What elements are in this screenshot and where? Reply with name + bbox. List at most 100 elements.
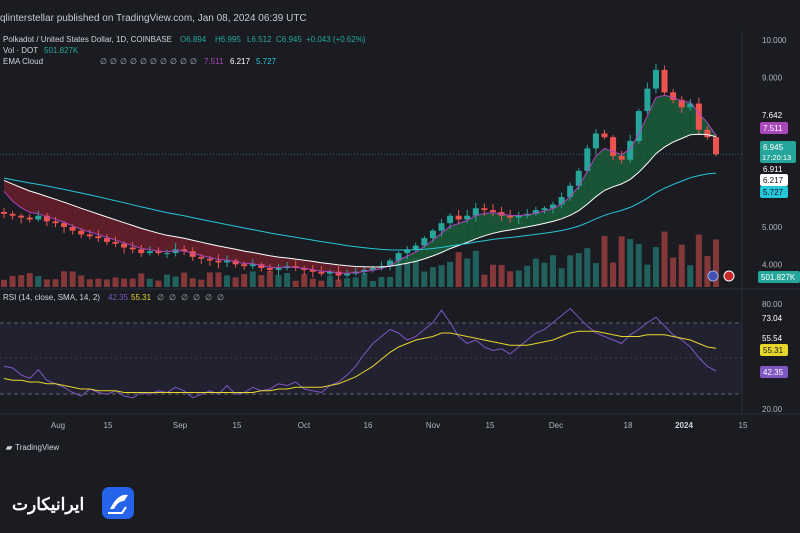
cloud-bear-segment	[64, 202, 73, 226]
cloud-bear-segment	[304, 260, 313, 270]
cloud-bull-segment	[527, 212, 536, 227]
cloud-bear-segment	[55, 199, 65, 223]
event-icon[interactable]	[707, 270, 719, 282]
candle-body	[78, 230, 85, 235]
cloud-bear-segment	[124, 222, 133, 246]
symbol-title[interactable]: Polkadot / United States Dollar, 1D, COI…	[3, 35, 172, 44]
cloud-bear-segment	[89, 211, 99, 235]
cloud-bear-segment	[72, 205, 82, 230]
volume-bar	[258, 275, 265, 287]
candle-body	[163, 253, 170, 255]
volume-bar	[592, 263, 599, 287]
candle-body	[189, 251, 196, 257]
volume-bar	[146, 278, 153, 287]
volume-bar	[61, 271, 68, 287]
cloud-bear-segment	[244, 251, 253, 264]
volume-bar	[309, 278, 316, 287]
ema-cloud-label[interactable]: EMA Cloud	[3, 57, 43, 66]
ema-input-glyph: ∅	[170, 57, 177, 66]
rsi-sma-value: 55.31	[131, 293, 152, 302]
cloud-bear-segment	[81, 208, 90, 233]
candle-body	[515, 215, 522, 218]
candle-body	[198, 256, 205, 259]
volume-bar	[575, 253, 582, 287]
volume-bar	[489, 264, 496, 287]
candle-body	[412, 245, 419, 250]
tradingview-brand[interactable]: ▰ TradingView	[6, 443, 59, 452]
ema-input-glyph: ∅	[110, 57, 117, 66]
volume-bar	[618, 236, 625, 287]
candle-body	[541, 208, 548, 211]
volume-bar	[352, 277, 359, 287]
candle-body	[309, 269, 316, 272]
main-legend[interactable]: Polkadot / United States Dollar, 1D, COI…	[3, 35, 366, 66]
rsi-axis[interactable]: 80.00 20.00 73.04 55.54 55.31 42.35	[760, 300, 788, 414]
candle-body	[103, 238, 110, 242]
cloud-bear-segment	[141, 228, 150, 250]
chart-canvas[interactable]: Polkadot / United States Dollar, 1D, COI…	[0, 0, 800, 436]
candle-body	[404, 249, 411, 254]
time-label: 2024	[675, 421, 693, 430]
cloud-bear-segment	[106, 216, 116, 240]
time-label: 15	[233, 421, 242, 430]
rsi-legend[interactable]: RSI (14, close, SMA, 14, 2) 42.35 55.31 …	[3, 293, 224, 302]
rsi-badge-5531: 55.31	[763, 346, 784, 355]
volume-bar	[335, 279, 342, 287]
cloud-bull-segment	[518, 214, 528, 229]
volume-bar	[318, 280, 325, 287]
volume-bar	[69, 271, 76, 287]
volume-bar	[678, 244, 685, 287]
candle-body	[712, 137, 720, 155]
volume-bar	[138, 273, 145, 287]
cloud-bull-segment	[475, 213, 485, 239]
volume-bar	[266, 271, 273, 287]
cloud-bull-segment	[501, 213, 511, 232]
badge-6217: 6.217	[763, 176, 784, 185]
volume-bar	[412, 258, 419, 287]
volume-bar	[567, 255, 574, 287]
rsi-pane[interactable]	[0, 290, 742, 414]
flag-icon[interactable]	[723, 270, 735, 282]
candle-body	[429, 230, 436, 239]
rsi-badge-5531-bg	[760, 344, 788, 356]
volume-bar	[627, 239, 634, 287]
candle-body	[575, 170, 582, 186]
volume-bar	[670, 257, 677, 287]
volume-bar	[189, 278, 196, 287]
iranicard-logo-text: ایرانیکارت	[12, 495, 84, 515]
cloud-bear-segment	[38, 193, 47, 217]
candle-body	[121, 243, 128, 248]
volume-bar	[35, 276, 42, 287]
cloud-bear-segment	[321, 262, 330, 272]
candle-body	[52, 221, 59, 224]
rsi-title[interactable]: RSI (14, close, SMA, 14, 2)	[3, 293, 100, 302]
iranicard-logo-mark	[110, 494, 128, 509]
ema-input-glyph: ∅	[180, 57, 187, 66]
rsi-sma-line	[3, 330, 717, 393]
volume-label[interactable]: Vol · DOT	[3, 46, 38, 55]
volume-bar	[215, 272, 222, 287]
ohlc-close: C6.945	[276, 35, 302, 44]
candle-body	[0, 211, 8, 214]
volume-bar	[121, 278, 128, 287]
volume-bar	[241, 274, 248, 287]
candle-body	[146, 251, 153, 254]
cloud-bear-segment	[227, 247, 236, 262]
candle-body	[550, 204, 557, 209]
rsi-input-glyph: ∅	[181, 293, 188, 302]
cloud-bear-segment	[235, 249, 245, 264]
candle-body	[601, 133, 608, 138]
rsi-tick-80: 80.00	[762, 300, 783, 309]
cloud-bear-segment	[218, 246, 228, 260]
badge-volume-bg	[758, 271, 800, 283]
time-axis[interactable]: Aug 15 Sep 15 Oct 16 Nov 15 Dec 18 2024 15	[51, 421, 748, 430]
volume-bar	[387, 276, 394, 287]
rsi-badge-4235: 42.35	[763, 368, 784, 377]
candle-body	[206, 258, 213, 261]
candle-body	[35, 215, 42, 220]
rsi-input-glyph: ∅	[193, 293, 200, 302]
candle-body	[69, 226, 76, 231]
volume-bar	[712, 239, 720, 287]
volume-bar	[532, 258, 539, 287]
